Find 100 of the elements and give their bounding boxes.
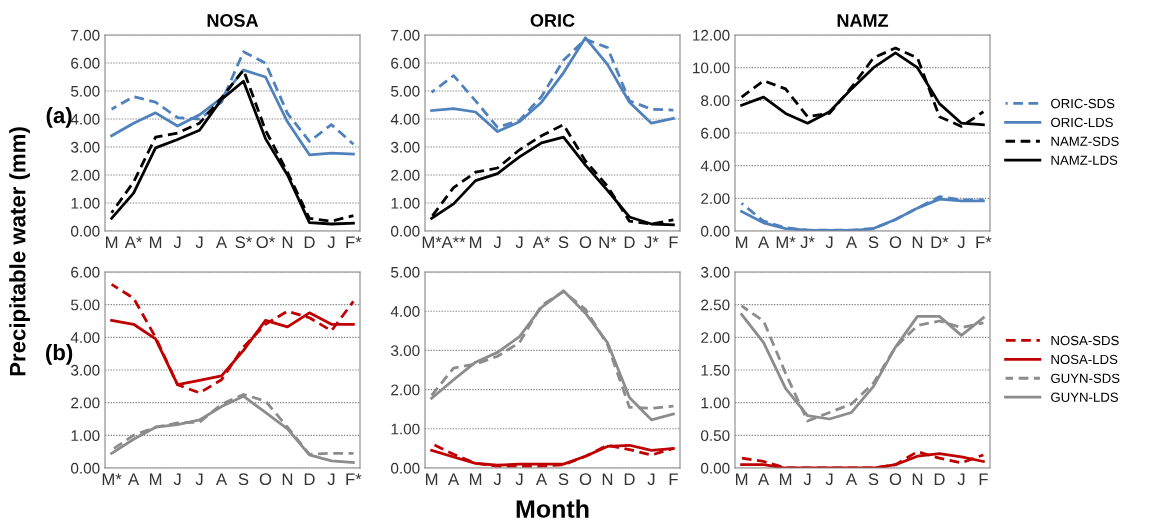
x-tick-label: M* (422, 236, 442, 248)
x-tick-label: M (736, 473, 748, 485)
x-tick-label: S (868, 473, 879, 486)
y-tick-label: 2.00 (391, 384, 420, 396)
legend-label: GUYN-SDS (1051, 373, 1120, 383)
x-tick-label: F* (346, 236, 362, 248)
x-tick-label: J* (644, 236, 659, 249)
y-tick-label: 3.00 (700, 266, 730, 278)
x-tick-label: J (493, 236, 501, 249)
y-tick-label: 1.00 (391, 423, 420, 435)
y-tick-label: 0.00 (391, 225, 420, 237)
y-tick-label: 2.50 (701, 299, 730, 311)
x-tick-label: M (106, 236, 118, 248)
x-tick-label: F (979, 473, 988, 485)
x-tick-label: J (195, 473, 203, 486)
x-tick-label: N* (599, 236, 617, 248)
y-tick-label: 7.00 (71, 29, 100, 41)
x-tick-label: O (579, 236, 592, 249)
y-tick-label: 6.00 (391, 57, 420, 69)
x-tick-label: J (825, 473, 833, 486)
x-tick-label: A (215, 473, 228, 485)
x-tick-label: M (469, 473, 482, 485)
legend-label: NOSA-SDS (1051, 335, 1119, 346)
x-tick-label: D (624, 473, 635, 485)
x-tick-label: S* (235, 236, 253, 249)
x-tick-label: N (912, 236, 923, 248)
x-tick-label: M (736, 236, 748, 248)
x-tick-label: A (215, 236, 228, 248)
x-tick-label: J (515, 473, 523, 486)
chart-title: NOSA (207, 14, 259, 27)
line-series (110, 283, 355, 395)
x-tick-label: J (957, 473, 965, 486)
x-tick-label: F* (976, 236, 992, 248)
y-tick-label: 2.00 (701, 332, 730, 344)
y-tick-label: 1.00 (71, 197, 100, 209)
y-tick-label: 1.00 (391, 197, 420, 209)
y-tick-label: 3.00 (390, 345, 420, 357)
y-tick-label: 5.00 (391, 266, 420, 278)
y-tick-label: 5.00 (71, 85, 100, 97)
legend-label: ORIC-SDS (1051, 98, 1115, 109)
y-tick-label: 0.00 (701, 462, 730, 474)
y-tick-label: 4.00 (700, 160, 730, 172)
x-tick-label: J (173, 236, 181, 249)
y-tick-label: 0.50 (701, 430, 730, 442)
y-tick-label: 2.00 (71, 397, 100, 409)
y-tick-label: 0.00 (701, 225, 730, 237)
x-tick-label: A** (441, 236, 466, 248)
x-tick-label: J (493, 473, 501, 486)
y-tick-label: 10.00 (693, 62, 730, 74)
legend-label: ORIC-LDS (1051, 117, 1113, 128)
y-tick-label: 3.00 (70, 141, 100, 153)
x-tick-label: A* (124, 236, 143, 248)
x-tick-label: S (558, 236, 569, 249)
x-tick-label: A (758, 473, 770, 485)
x-tick-label: N (912, 473, 923, 485)
x-tick-label: D (934, 473, 945, 485)
x-tick-label: A (758, 236, 770, 248)
x-tick-label: D (304, 236, 315, 248)
chart-title: ORIC (530, 14, 575, 27)
x-tick-label: F (669, 473, 678, 485)
x-tick-label: S (868, 236, 879, 249)
y-tick-label: 4.00 (70, 332, 100, 344)
y-tick-label: 2.00 (701, 193, 730, 205)
x-tick-label: S (558, 473, 569, 486)
y-tick-label: 0.00 (71, 225, 100, 237)
text: (b) (46, 343, 73, 365)
y-tick-label: 8.00 (701, 95, 730, 107)
x-tick-label: A* (532, 236, 551, 248)
y-tick-label: 3.00 (390, 141, 420, 153)
x-tick-label: N (282, 473, 293, 485)
x-tick-label: A (128, 473, 140, 485)
legend-label: NAMZ-SDS (1051, 136, 1119, 146)
x-tick-label: J (327, 236, 335, 249)
x-tick-label: N (282, 236, 293, 248)
legend-label: NOSA-LDS (1051, 354, 1118, 365)
x-tick-label: D* (931, 236, 949, 248)
x-tick-label: F (669, 236, 678, 248)
text: (a) (46, 106, 72, 128)
y-tick-label: 1.00 (71, 430, 100, 442)
y-tick-label: 4.00 (390, 113, 420, 125)
y-tick-label: 1.00 (701, 397, 730, 409)
x-tick-label: O (889, 473, 902, 486)
y-tick-label: 0.00 (71, 462, 100, 474)
x-tick-label: M (149, 236, 162, 248)
y-tick-label: 6.00 (701, 127, 730, 139)
x-tick-label: M* (102, 473, 122, 485)
x-tick-label: J (803, 473, 811, 486)
x-tick-label: A (448, 473, 460, 485)
x-tick-label: J* (800, 236, 815, 249)
x-tick-label: J (647, 473, 655, 486)
y-axis-title: Precipitable water (mm) (9, 127, 30, 376)
y-tick-label: 6.00 (71, 266, 100, 278)
x-tick-label: M (469, 236, 482, 248)
y-tick-label: 5.00 (71, 299, 100, 311)
x-tick-label: S (238, 473, 249, 486)
x-tick-label: A (845, 473, 858, 485)
x-tick-label: O (579, 473, 592, 486)
y-tick-label: 3.00 (70, 364, 100, 376)
chart-title: NAMZ (837, 14, 889, 27)
legend-label: GUYN-LDS (1051, 392, 1118, 402)
